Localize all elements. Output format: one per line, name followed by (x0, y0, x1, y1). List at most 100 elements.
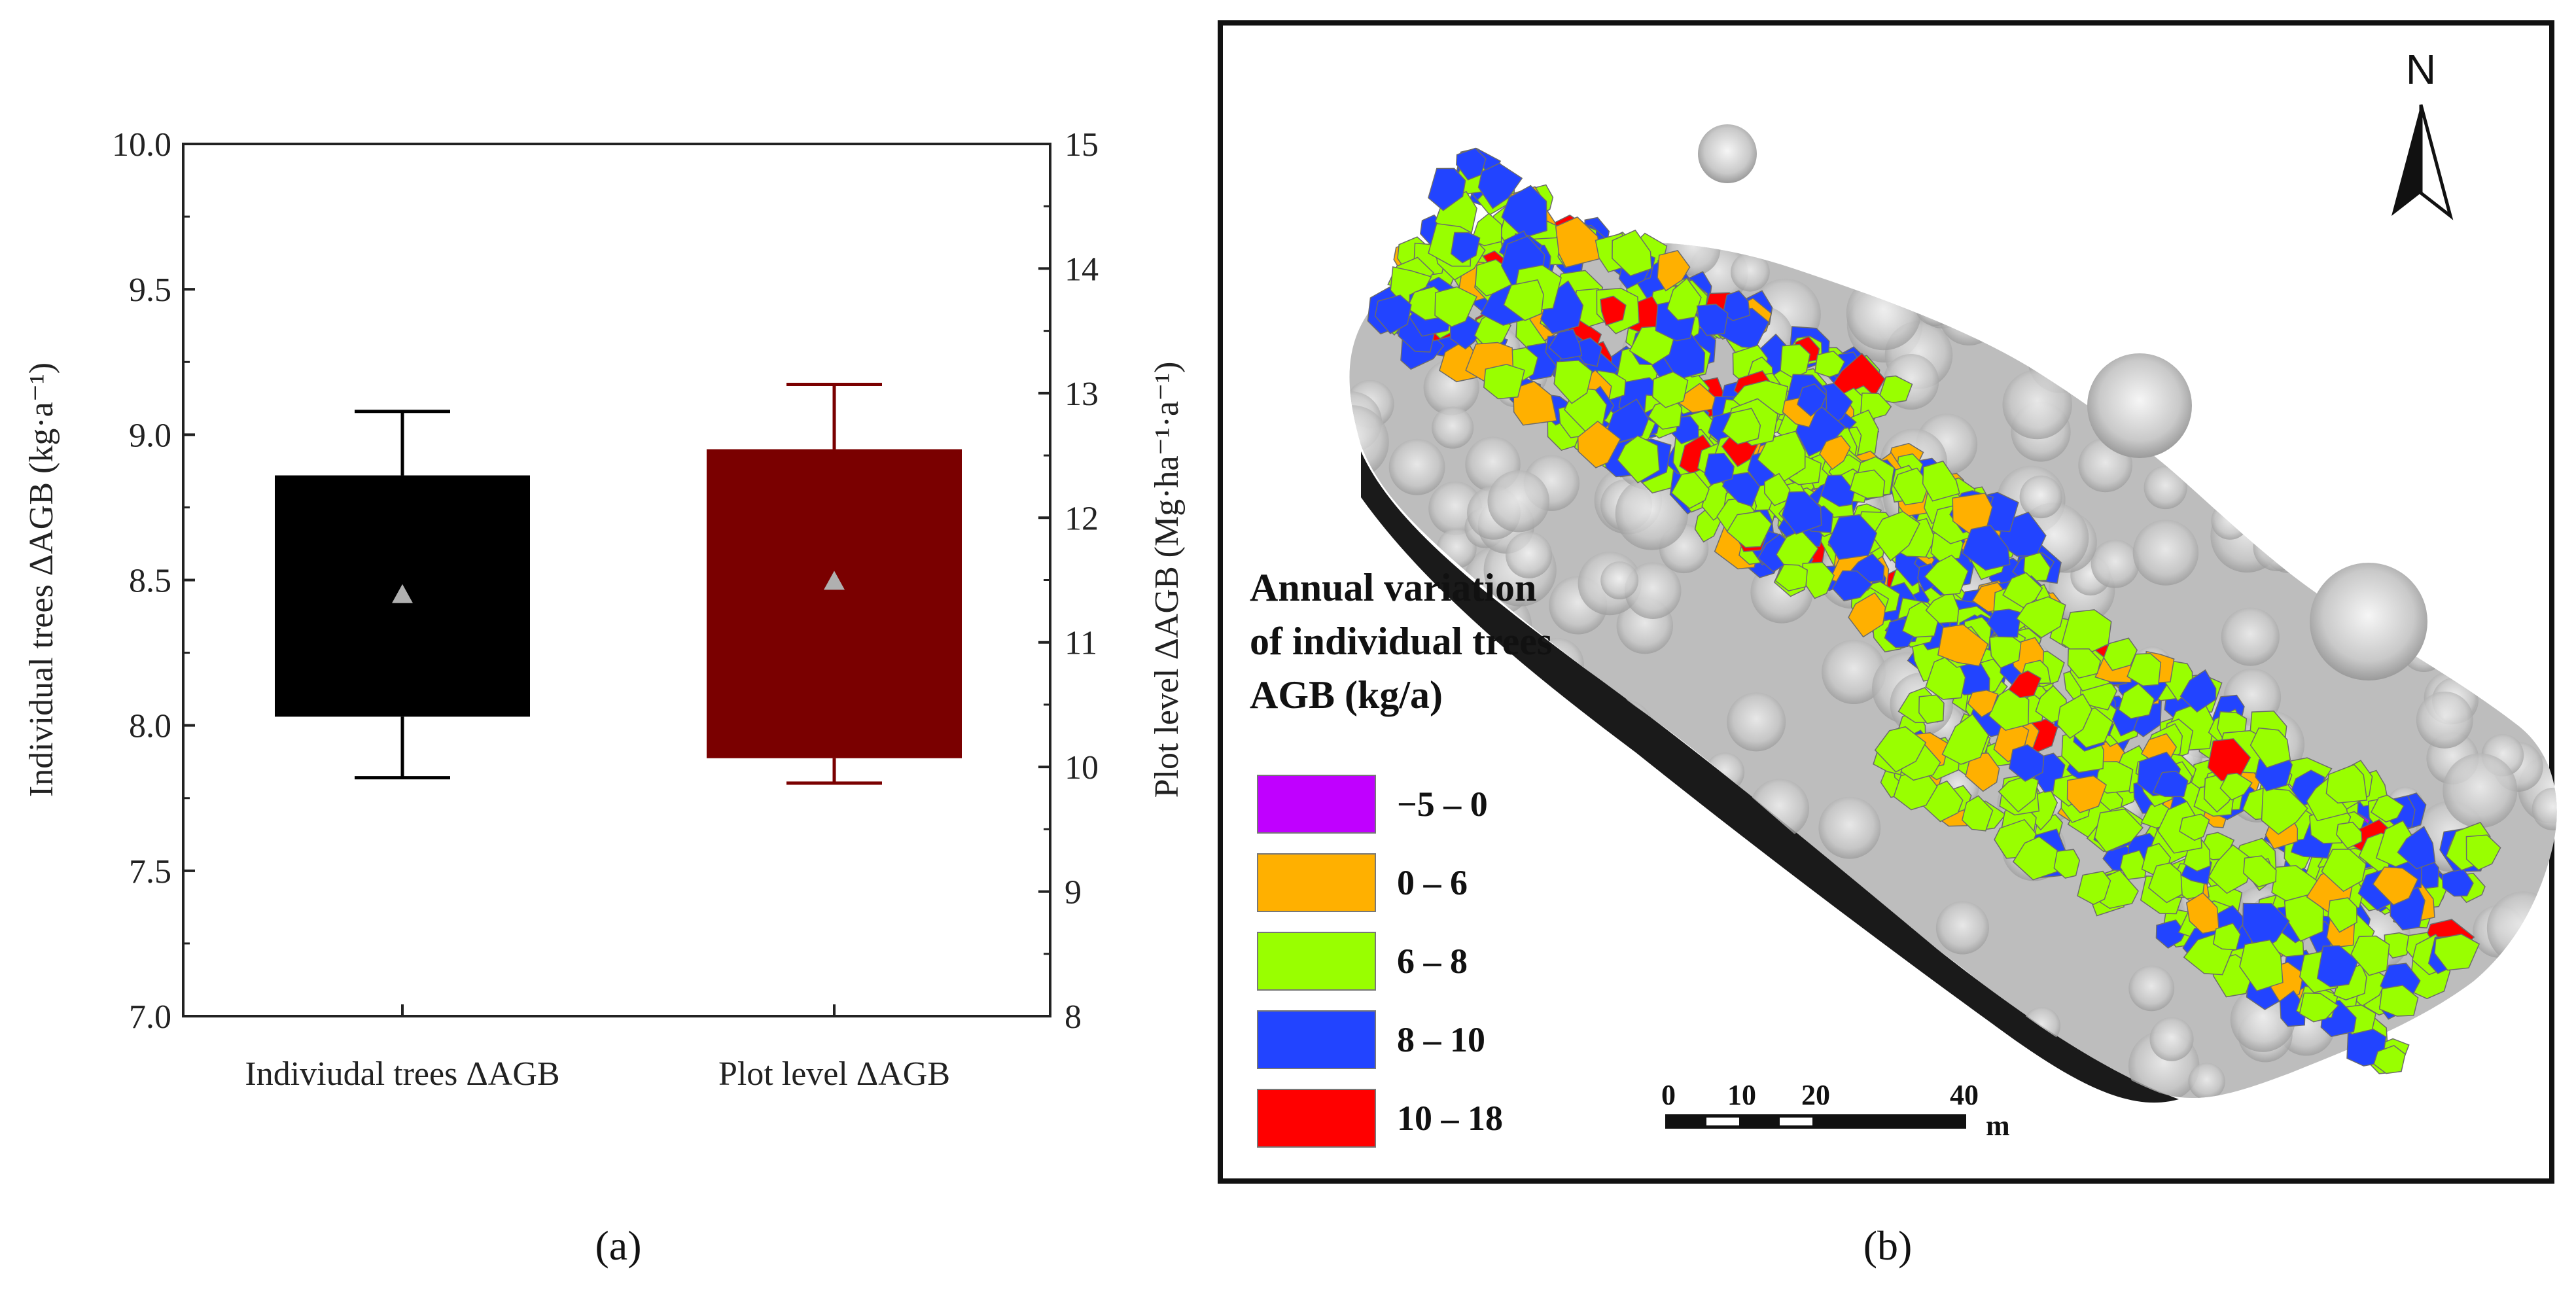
crown-texture-dot (2221, 607, 2280, 666)
tree-crown (2261, 787, 2308, 835)
crown-block (1670, 370, 2062, 716)
legend-item-label: 10 – 18 (1397, 1099, 1503, 1138)
tree-crown (2103, 637, 2138, 671)
tree-crown (1667, 277, 1702, 321)
tree-crown (2378, 985, 2419, 1017)
tree-crown (2434, 933, 2480, 971)
tree-crown (1450, 232, 1481, 264)
mean-marker (824, 571, 845, 590)
tree-crown (2325, 764, 2368, 804)
map-legend: Annual variation of individual trees AGB… (1250, 566, 1552, 1148)
tree-crown (2219, 772, 2253, 801)
scale-tick-10: 10 (1727, 1079, 1756, 1111)
legend-swatch (1257, 1089, 1376, 1148)
legend-title-line-2: of individual trees (1250, 620, 1552, 663)
scale-unit: m (1986, 1110, 2010, 1142)
tree-crown (1374, 294, 1412, 334)
tree-crown (2284, 894, 2324, 942)
mean-marker (392, 584, 413, 603)
crown-texture-dot (2416, 691, 2473, 749)
crown-texture-dot (2132, 520, 2199, 586)
crown-texture-dot (2188, 1063, 2225, 1099)
crown-texture-dot (2532, 787, 2557, 831)
left-tick-label: 7.0 (129, 998, 171, 1036)
tree-crown (1696, 304, 1729, 336)
interquartile-box (707, 449, 962, 758)
crown-texture-dot (1388, 438, 1445, 495)
tree-crown (1998, 775, 2039, 813)
tree-crown (1961, 795, 1994, 832)
tree-crown (1503, 279, 1544, 321)
tree-crown (2397, 826, 2436, 870)
tree-crown (1819, 435, 1851, 470)
tree-crown (2239, 939, 2284, 992)
crown-block (1367, 147, 1913, 569)
crown-block (1873, 572, 2501, 1074)
tree-crown-classes (1367, 147, 2501, 1074)
crown-texture-dot (2002, 369, 2072, 440)
left-tick-label: 7.5 (129, 853, 171, 891)
tree-crown (2336, 821, 2363, 849)
tree-crown (2373, 1045, 2406, 1074)
crown-texture-dot (2144, 465, 2187, 510)
tree-crown (1814, 350, 1846, 378)
legend-item-label: −5 – 0 (1397, 785, 1488, 824)
crown-texture-dot (1822, 639, 1886, 705)
tree-crown (1428, 168, 1466, 211)
crown-texture-dot (2091, 539, 2140, 588)
tree-crown (1577, 420, 1621, 468)
legend-title-line-1: Annual variation (1250, 566, 1536, 609)
tree-crown (2002, 572, 2043, 609)
crown-texture-dot (2443, 753, 2518, 828)
right-tick-label: 12 (1065, 500, 1099, 537)
tree-crown (1848, 592, 1886, 638)
tree-crown (1827, 514, 1878, 560)
left-tick-label: 10.0 (112, 126, 171, 164)
tree-crown (2056, 693, 2093, 739)
tree-crown (2067, 648, 2102, 679)
tree-crown (1831, 570, 1873, 602)
tree-crown (2008, 670, 2042, 698)
crown-texture-dot (1600, 561, 1639, 600)
tree-crown (1878, 375, 1913, 404)
box-plot-level (707, 383, 962, 785)
left-tick-label: 9.5 (129, 272, 171, 309)
tree-crown (1456, 147, 1487, 181)
panel-a-chart: 7.0 7.5 8.0 8.5 9.0 9.5 10.0 8 9 10 11 12 13 14 15 In… (23, 126, 1186, 1093)
crown-texture-dot (1615, 477, 1689, 550)
panel-label-b: (b) (1863, 1222, 1913, 1269)
right-tick-label: 10 (1065, 749, 1099, 786)
left-axis-label: Individual trees ΔAGB (kg·a⁻¹) (23, 362, 60, 797)
right-tick-label: 9 (1065, 874, 1082, 911)
tree-crown (2327, 897, 2357, 933)
tree-crown (2441, 867, 2474, 897)
tree-crown (1937, 624, 1989, 667)
right-tick-label: 8 (1065, 998, 1082, 1036)
tree-crown (2126, 652, 2162, 686)
tree-crown (1648, 398, 1683, 430)
tree-crown (2207, 738, 2251, 782)
crown-texture-dot (1487, 470, 1550, 533)
tree-crown (1781, 491, 1822, 535)
crown-texture-dot (1727, 692, 1786, 752)
tree-crown (1989, 635, 2022, 669)
tree-crown (1849, 469, 1886, 499)
tree-crown (2299, 992, 2339, 1023)
legend-item-label: 6 – 8 (1397, 942, 1468, 981)
tree-crown (1924, 554, 1969, 595)
tree-crown (2321, 849, 2367, 892)
tree-crown (2185, 892, 2219, 934)
tree-crown (2350, 935, 2390, 976)
crown-texture-dot (1506, 531, 1553, 578)
x-axis-categories: Indiviudal trees ΔAGB Plot level ΔAGB (245, 1004, 950, 1093)
tree-crown (1801, 561, 1835, 599)
right-axis-label: Plot level ΔAGB (Mg·ha⁻¹·a⁻¹) (1148, 362, 1186, 798)
tree-crown (1988, 686, 2030, 732)
scale-tick-0: 0 (1661, 1079, 1676, 1111)
tree-crown (1657, 250, 1691, 292)
x-category-label: Indiviudal trees ΔAGB (245, 1055, 559, 1093)
x-category-label: Plot level ΔAGB (718, 1055, 950, 1093)
crown-texture-dot (1432, 406, 1474, 449)
tree-crown (1617, 435, 1660, 484)
tree-crown (1726, 510, 1773, 548)
